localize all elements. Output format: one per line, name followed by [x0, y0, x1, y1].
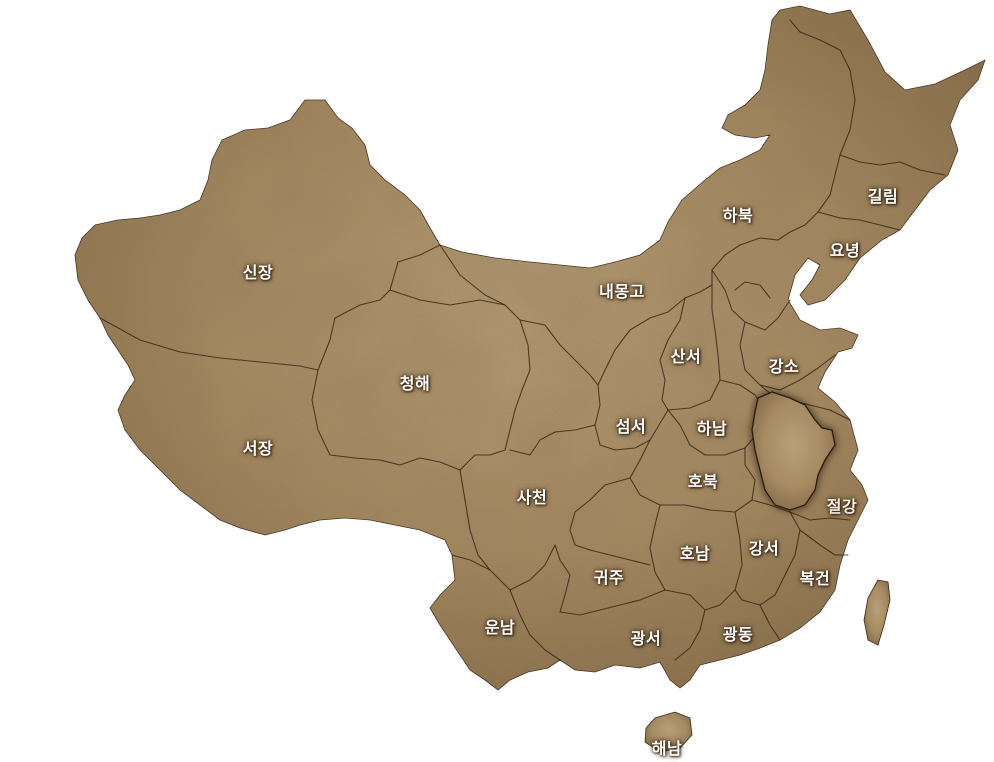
province-borders	[99, 19, 946, 661]
province-label-hainan[interactable]: 해남	[651, 739, 683, 758]
hainan-island	[644, 711, 693, 753]
province-label-jiangsu[interactable]: 강소	[768, 357, 800, 376]
province-label-xizang[interactable]: 서장	[242, 439, 274, 458]
province-label-jiangxi[interactable]: 강서	[748, 539, 780, 558]
province-label-neimenggu[interactable]: 내몽고	[599, 282, 645, 301]
province-label-liaoning[interactable]: 요녕	[829, 241, 861, 260]
taiwan-island	[863, 579, 891, 646]
province-label-sichuan[interactable]: 사천	[516, 488, 548, 507]
province-label-hebei[interactable]: 하북	[722, 206, 754, 225]
province-label-fujian[interactable]: 복건	[799, 569, 831, 588]
province-label-qinghai[interactable]: 청해	[399, 374, 431, 393]
province-label-shaanxi[interactable]: 섬서	[615, 417, 647, 436]
province-label-guizhou[interactable]: 귀주	[593, 568, 625, 587]
province-label-xinjiang[interactable]: 신장	[242, 263, 274, 282]
province-label-hunan[interactable]: 호남	[679, 544, 711, 563]
province-label-guangxi[interactable]: 광서	[630, 629, 662, 648]
anhui-highlight[interactable]	[751, 391, 836, 511]
province-label-henan[interactable]: 하남	[696, 419, 728, 438]
province-label-yunnan[interactable]: 운남	[484, 618, 516, 637]
province-label-jilin[interactable]: 길림	[867, 187, 899, 206]
province-label-hubei[interactable]: 호북	[687, 472, 719, 491]
province-label-shanxi[interactable]: 산서	[670, 347, 702, 366]
province-label-zhejiang[interactable]: 절강	[826, 497, 858, 516]
province-label-guangdong[interactable]: 광동	[722, 625, 754, 644]
